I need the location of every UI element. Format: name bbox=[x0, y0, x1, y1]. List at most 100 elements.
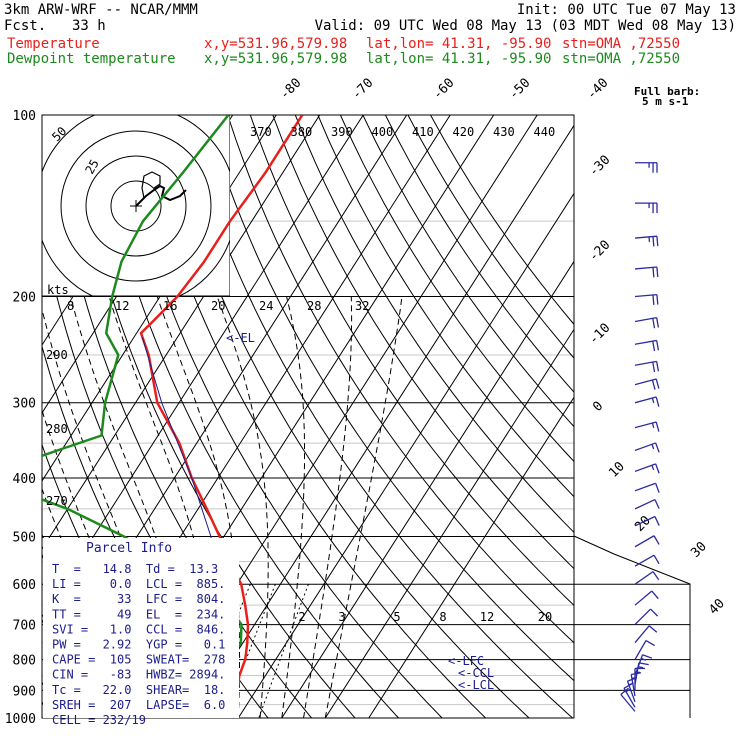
isotherm-label: -10 bbox=[586, 321, 613, 348]
wind-barb-flag bbox=[654, 499, 660, 509]
wind-barb-flag bbox=[656, 361, 660, 372]
wind-barb bbox=[634, 590, 653, 606]
moist-adiabat-line bbox=[324, 296, 403, 718]
hodograph-axis-label: 24 bbox=[259, 299, 273, 313]
moist-adiabat-line bbox=[70, 296, 196, 718]
dry-adiabat-line bbox=[159, 115, 530, 718]
temperature-station: stn=OMA ,72550 bbox=[562, 36, 681, 52]
dry-adiabat-line bbox=[407, 115, 574, 359]
hodograph-trace-secondary bbox=[141, 171, 161, 199]
wind-barb-flag bbox=[651, 379, 656, 390]
dry-adiabat-line bbox=[339, 115, 574, 463]
wind-barb-flag bbox=[650, 608, 659, 617]
wind-barb-flag bbox=[652, 361, 656, 373]
pressure-label: 200 bbox=[13, 291, 36, 306]
isentrope-label: 420 bbox=[453, 125, 475, 139]
hodograph-ring bbox=[85, 155, 187, 257]
wind-barb-flag bbox=[656, 294, 659, 305]
wind-barb-flag bbox=[656, 236, 659, 247]
parcel-info-row: CELL = 232/19 bbox=[52, 713, 146, 727]
dry-adiabat-line bbox=[272, 115, 574, 570]
isotherm-label: 40 bbox=[706, 596, 728, 618]
wind-barb bbox=[634, 515, 656, 527]
dry-adiabat-line bbox=[204, 115, 574, 682]
theta-label: 270 bbox=[46, 494, 68, 508]
dewpoint-xy: x,y=531.96,579.98 bbox=[204, 51, 348, 67]
dry-adiabat-line bbox=[182, 115, 573, 718]
isotherm-line bbox=[237, 192, 574, 718]
isotherm-line bbox=[194, 124, 574, 718]
parcel-info-row: T = 14.8 Td = 13.3 bbox=[52, 562, 218, 576]
isentrope-label: 380 bbox=[291, 125, 313, 139]
wind-barb-flag bbox=[653, 554, 660, 565]
forecast-label: Fcst. bbox=[4, 18, 47, 34]
wind-barb bbox=[634, 535, 655, 548]
plot-frame-extension bbox=[573, 535, 691, 718]
wind-barb-flag bbox=[655, 421, 660, 432]
wind-barb bbox=[634, 554, 655, 567]
wind-barb-flag bbox=[652, 571, 660, 581]
hodograph-axis-label: 32 bbox=[355, 299, 369, 313]
level-marker-label: <-LFC bbox=[448, 654, 484, 668]
wind-barb-flag bbox=[653, 535, 660, 545]
pressure-label: 100 bbox=[13, 109, 36, 124]
pressure-label: 1000 bbox=[5, 712, 36, 727]
valid-time: Valid: 09 UTC Wed 08 May 13 (03 MDT Wed … bbox=[314, 18, 736, 34]
isotherm-label: -30 bbox=[586, 153, 613, 180]
hodograph-units-label: kts bbox=[47, 283, 69, 297]
dewpoint-latlon: lat,lon= 41.31, -95.90 bbox=[366, 51, 552, 67]
dry-adiabat-line bbox=[430, 115, 574, 326]
pressure-label: 900 bbox=[13, 684, 36, 699]
pressure-label: 400 bbox=[13, 472, 36, 487]
mixing-ratio-label: 3 bbox=[338, 610, 345, 624]
wind-barb-flag bbox=[652, 341, 656, 352]
moist-adiabat-line bbox=[42, 408, 152, 718]
isotherm-line bbox=[42, 115, 364, 618]
wind-barb bbox=[634, 396, 657, 404]
parcel-info-row: SVI = 1.0 CCL = 846. bbox=[52, 622, 225, 636]
level-marker-label: <-CCL bbox=[458, 666, 494, 680]
wind-barb-flag bbox=[648, 625, 658, 633]
plot-frame bbox=[41, 114, 575, 719]
isotherm-line bbox=[324, 328, 574, 718]
dry-adiabat-line bbox=[249, 115, 574, 607]
wind-barb-flag bbox=[638, 666, 644, 669]
temperature-xy: x,y=531.96,579.98 bbox=[204, 36, 348, 52]
parcel-info-row: SREH = 207 LAPSE= 6.0 bbox=[52, 698, 225, 712]
wind-barb-flag bbox=[652, 294, 655, 305]
wind-barb bbox=[634, 421, 657, 429]
wind-barb-flag bbox=[651, 444, 655, 450]
parcel-info-row: PW = 2.92 YGP = 0.1 bbox=[52, 638, 225, 652]
pressure-label: 800 bbox=[13, 654, 36, 669]
theta-label: 280 bbox=[46, 422, 68, 436]
wind-barb bbox=[634, 640, 647, 660]
parcel-info-row: LI = 0.0 LCL = 885. bbox=[52, 577, 225, 591]
dry-adiabat-line bbox=[384, 115, 574, 393]
temperature-legend: Temperature bbox=[7, 36, 100, 52]
hodograph-axis-label: 8 bbox=[67, 299, 74, 313]
model-title: 3km ARW-WRF -- NCAR/MMM bbox=[4, 2, 198, 18]
isentrope-label: 390 bbox=[331, 125, 353, 139]
dewpoint-legend: Dewpoint temperature bbox=[7, 51, 176, 67]
hodograph-ring bbox=[60, 130, 212, 282]
wind-barb-flag bbox=[651, 465, 655, 471]
level-marker-label: <-EL bbox=[226, 331, 255, 345]
level-marker-label: <-LCL bbox=[458, 678, 494, 692]
isotherm-label: 20 bbox=[632, 513, 654, 535]
isentrope-label: 410 bbox=[412, 125, 434, 139]
dry-adiabat-line bbox=[92, 115, 399, 718]
isotherm-label: -70 bbox=[349, 76, 376, 103]
isotherm-label: -20 bbox=[586, 238, 613, 265]
mixing-ratio-label: 12 bbox=[480, 610, 494, 624]
moist-adiabat-line bbox=[303, 296, 353, 718]
wind-barb-flag bbox=[625, 688, 631, 693]
dry-adiabat-line bbox=[317, 115, 574, 498]
hodograph-ring-label: 25 bbox=[82, 157, 101, 177]
wind-barb-flag bbox=[655, 396, 660, 407]
theta-label: 290 bbox=[46, 348, 68, 362]
isentrope-label: 370 bbox=[250, 125, 272, 139]
dry-adiabat-line bbox=[137, 115, 486, 718]
parcel-info-row: CIN = -83 HWBZ= 2894. bbox=[52, 668, 225, 682]
wind-barb bbox=[634, 625, 650, 644]
